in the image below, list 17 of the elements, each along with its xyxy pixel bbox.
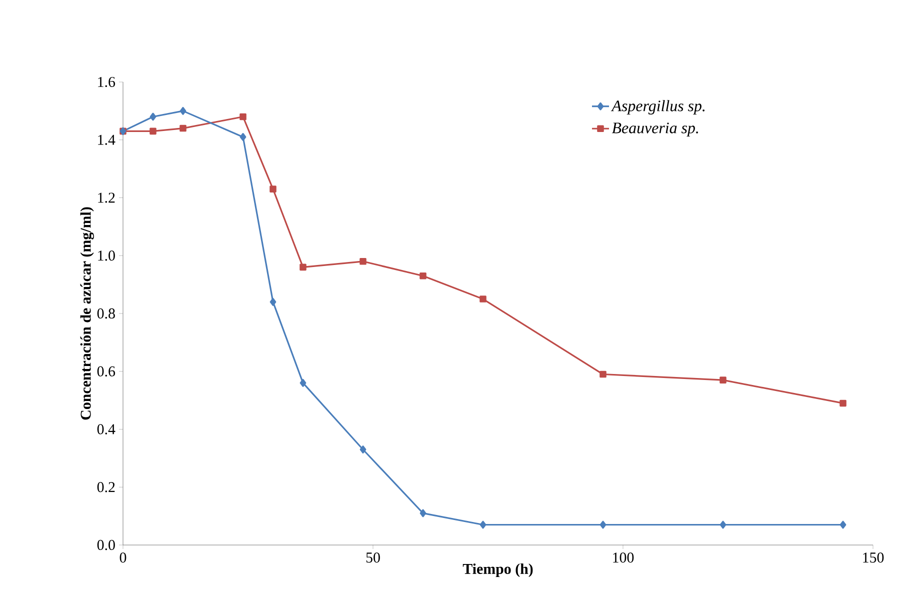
y-tick-label: 0.4 [97,424,116,434]
x-axis-title: Tiempo (h) [462,563,533,577]
y-axis-title: Concentración de azúcar (mg/ml) [80,207,94,420]
x-tick-label: 150 [863,552,884,563]
y-tick-label: 0.8 [97,308,115,319]
x-tick-label: 50 [366,552,380,563]
y-tick-label: 0.2 [97,482,115,492]
y-tick-label: 0.0 [97,540,115,550]
y-tick-label: 1.2 [98,192,115,203]
legend-label: Aspergillus sp. [610,100,705,115]
y-tick-label: 1.6 [98,76,116,88]
y-tick-label: 0.6 [97,366,116,376]
y-tick-label: 1.4 [98,134,116,145]
legend-label: Beauveria sp. [612,122,698,137]
x-tick-label: 100 [613,552,634,563]
y-tick-label: 1.0 [98,250,115,261]
x-tick-label: 0 [120,552,126,563]
